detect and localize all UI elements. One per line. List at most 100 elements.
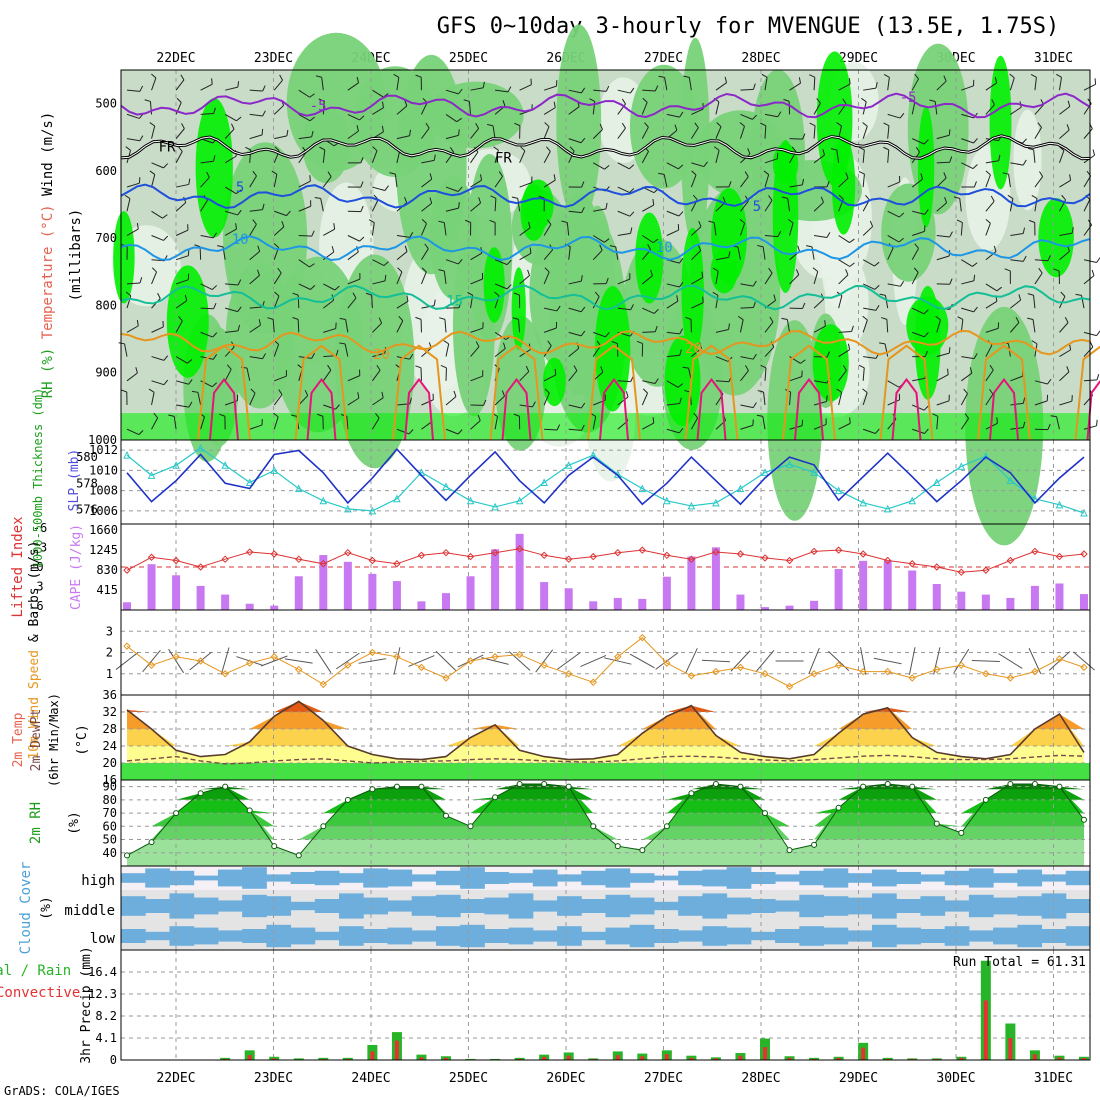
wind-barb [764, 200, 773, 212]
rh2m-axis-title: 2m RH [28, 802, 44, 844]
wind-barb [568, 138, 582, 144]
wind-barb-flag [319, 146, 326, 151]
footer-credit: GrADS: COLA/IGES [4, 1084, 120, 1098]
wind-barb [225, 210, 238, 216]
cloud-cell [775, 929, 800, 943]
wind-barb-flag [969, 367, 973, 374]
wind-barb-flag [502, 100, 506, 107]
wind-barb-flag [230, 123, 235, 130]
wind-barb [617, 278, 631, 285]
wind-barb [345, 319, 349, 333]
wind-barb [396, 320, 404, 333]
rh2m-point [1031, 780, 1038, 787]
wind-barb-flag [752, 402, 757, 408]
rh2m-tick: 80 [103, 793, 117, 807]
wind-speed-point [319, 680, 328, 689]
surface-wind-barb [971, 659, 1000, 663]
cloud-cell [847, 873, 873, 883]
wind-barb [911, 78, 919, 91]
cape-bar [196, 585, 205, 610]
wind-barb [519, 275, 530, 285]
precip-conv-bar [910, 1058, 915, 1060]
wind-barb-flag [449, 146, 455, 153]
wind-barb [813, 271, 819, 285]
rh2m-point [614, 843, 621, 850]
wind-barb-flag [883, 146, 889, 151]
wind-barb [1059, 179, 1071, 188]
surface-wind-barb [535, 649, 554, 673]
wind-barb [985, 327, 999, 333]
wind-barb [543, 345, 552, 357]
cloud-cell [169, 893, 195, 919]
wind-barb-flag [594, 291, 600, 297]
wind-barb [200, 416, 205, 430]
contour-label: FR [159, 140, 176, 156]
wind-barb-flag [605, 277, 609, 284]
wind-barb-flag [924, 428, 929, 434]
wind-barb [519, 227, 531, 236]
wind-barb-flag [250, 388, 256, 394]
wind-barb-flag [580, 275, 583, 282]
temp-contour-20-bump [782, 344, 836, 441]
wind-barb-flag [378, 317, 383, 324]
wind-barb-flag [862, 315, 868, 321]
wind-barb-flag [506, 284, 512, 290]
slp-point [245, 478, 254, 487]
wind-barb-flag [935, 315, 941, 321]
lifted-index-point [319, 560, 328, 568]
wind-barb-flag [679, 111, 684, 118]
wind-barb-flag [773, 294, 776, 301]
wind-barb-flag [317, 413, 324, 417]
cape-bar [564, 588, 573, 610]
cape-bar [294, 576, 303, 610]
cloud-cell [823, 927, 849, 945]
temp-contour-25 [404, 377, 434, 441]
wind-barb [985, 223, 991, 236]
temp-tick: 32 [103, 705, 117, 719]
wind-barb-flag [1067, 100, 1071, 107]
wind-barb [568, 307, 582, 313]
wind-barb-flag [822, 149, 825, 156]
cloud-cell [145, 931, 170, 941]
precip-conv-bar [370, 1051, 375, 1060]
wind-barb-flag [949, 278, 953, 285]
wind-barb [151, 235, 164, 241]
wind-barb [126, 138, 140, 142]
wind-barb-flag [768, 267, 773, 274]
wind-barb [690, 174, 697, 188]
wind-barb [274, 135, 288, 140]
wind-barb [518, 319, 521, 333]
wind-barb-flag [760, 122, 767, 127]
wind-barb [592, 129, 603, 139]
wind-barb-flag [318, 98, 325, 102]
slp-point [294, 484, 303, 493]
wind-barb [838, 177, 849, 188]
wind-barb [396, 271, 403, 285]
wind-barb-flag [487, 124, 494, 127]
cape-bar [442, 593, 450, 610]
wind-barb-flag [365, 292, 372, 296]
wind-barb [323, 328, 336, 333]
cloud-cell [242, 867, 267, 889]
wind-barb-flag [836, 388, 842, 393]
wind-barb [372, 89, 384, 98]
wind-barb-flag [580, 402, 586, 409]
wind-barb-flag [1047, 255, 1051, 261]
wind-barb-flag [211, 78, 213, 85]
wind-barb [1033, 149, 1036, 163]
wind-barb [912, 428, 925, 434]
wind-barb [445, 343, 450, 357]
wind-barb [149, 101, 153, 115]
wind-barb [347, 82, 359, 91]
wind-barb [593, 208, 607, 212]
cloud-cell [1065, 870, 1091, 886]
wind-barb [126, 198, 131, 212]
wind-barb-flag [404, 100, 408, 107]
precip-tick: 8.2 [95, 1009, 117, 1023]
cape-bar [221, 594, 230, 610]
wind-barb-flag [875, 82, 878, 89]
wind-barb-flag [1094, 78, 1097, 85]
slp-point [638, 484, 647, 493]
wind-barb [249, 356, 263, 360]
